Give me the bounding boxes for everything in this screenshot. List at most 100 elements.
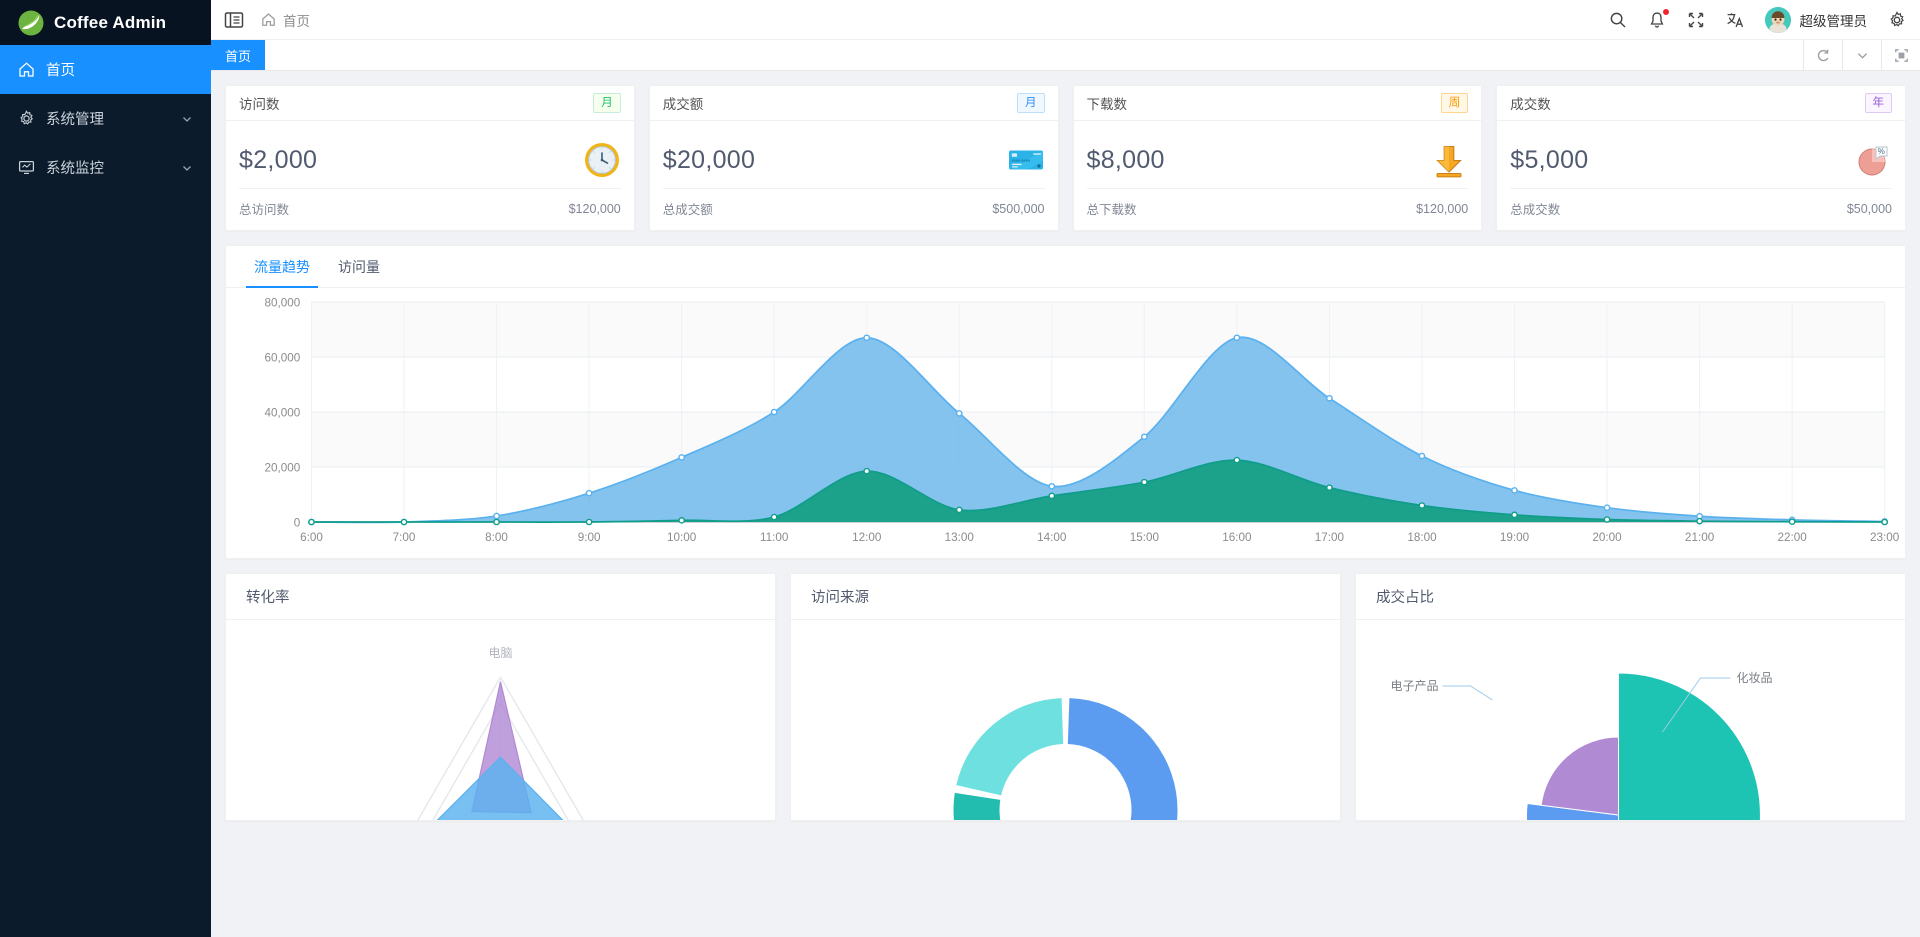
svg-text:10:00: 10:00 [667,531,696,544]
brand-title: Coffee Admin [54,12,167,32]
stat-footer: 总成交数 $50,000 [1510,188,1892,230]
clock-icon [583,141,621,179]
stat-footer: 总成交额 $500,000 [662,188,1045,230]
translate-icon[interactable] [1726,11,1744,29]
download-icon [1430,141,1468,179]
monitor-icon [18,159,35,176]
home-icon[interactable] [261,12,276,27]
user-menu[interactable]: 超级管理员 [1764,6,1868,33]
stat-card-turnover: 成交额 月 $20,000 [648,85,1059,231]
stat-foot-label: 总访问数 [239,203,290,217]
notification-dot [1662,8,1669,15]
menu-fold-icon[interactable] [223,9,245,31]
stat-main-row: $2,000 [239,134,621,186]
svg-text:21:00: 21:00 [1685,531,1714,544]
stat-card-body: $8,000 总下载数 $120,000 [1074,121,1482,230]
stat-title: 下载数 [1086,97,1128,112]
breadcrumb-item[interactable]: 首页 [283,13,310,29]
sidebar-item-home[interactable]: 首页 [0,45,211,94]
deal-share-card: 成交占比 电子产品 化妆品 [1355,573,1906,821]
stat-foot-value: $120,000 [568,201,621,216]
svg-text:15:00: 15:00 [1130,531,1159,544]
spring-leaf-logo-icon [18,10,44,36]
gear-icon[interactable] [1888,10,1906,29]
svg-text:13:00: 13:00 [945,531,974,544]
tabstrip-tools [1803,40,1920,70]
sidebar-item-system-management[interactable]: 系统管理 [0,94,211,143]
svg-text:%: % [1878,147,1885,156]
stat-foot-label: 总成交额 [662,203,713,217]
tab-visits[interactable]: 访问量 [330,246,388,287]
card-title: 转化率 [226,574,775,620]
svg-text:18:00: 18:00 [1407,531,1436,544]
brand-logo[interactable]: Coffee Admin [0,0,211,45]
svg-text:60,000: 60,000 [265,352,301,365]
search-icon[interactable] [1609,11,1627,29]
stat-card-visits: 访问数 月 $2,000 [225,85,635,231]
stat-title: 成交额 [662,97,704,112]
conversion-radar-chart: 电脑耳机充电器 [226,620,775,820]
sidebar-item-system-monitor[interactable]: 系统监控 [0,143,211,192]
trend-tabs: 流量趋势 访问量 [226,246,1905,288]
chevron-down-icon [181,162,193,174]
stat-foot-value: $120,000 [1416,201,1469,216]
svg-text:20,000: 20,000 [265,462,301,475]
svg-text:22:00: 22:00 [1777,531,1806,544]
bell-icon[interactable] [1648,8,1669,29]
gear-icon [18,110,35,127]
svg-text:14:00: 14:00 [1037,531,1066,544]
top-header: 首页 [211,0,1920,40]
svg-text:0: 0 [294,517,301,530]
stat-card-header: 成交额 月 [649,86,1058,121]
svg-text:8:00: 8:00 [485,531,508,544]
fullscreen-box-icon[interactable] [1881,40,1920,70]
svg-text:40,000: 40,000 [265,407,301,420]
bottom-chart-row: 转化率 电脑耳机充电器 访问来源 成交占比 电子产品 化妆品 [225,573,1906,821]
svg-text:6:00: 6:00 [300,531,323,544]
fullscreen-icon[interactable] [1687,11,1705,29]
stat-title: 成交数 [1510,97,1551,112]
svg-text:12:00: 12:00 [852,531,881,544]
credit-card-icon [1007,141,1045,179]
stat-main-row: $20,000 [663,134,1045,186]
svg-text:17:00: 17:00 [1315,531,1344,544]
sidebar-item-label: 系统监控 [46,161,104,177]
stat-value: $5,000 [1510,145,1589,174]
svg-text:19:00: 19:00 [1500,531,1529,544]
stat-foot-value: $50,000 [1846,201,1892,216]
stat-value: $20,000 [662,145,756,174]
stat-foot-label: 总下载数 [1086,203,1137,217]
header-actions: 超级管理员 [1609,6,1907,33]
tab-home[interactable]: 首页 [211,40,266,70]
sidebar-menu: 首页 系统管理 [0,45,211,192]
stat-card-header: 下载数 周 [1073,86,1482,121]
tabstrip-filler [265,40,1803,70]
stat-value: $2,000 [239,145,318,174]
svg-text:电脑: 电脑 [488,646,512,660]
svg-text:9:00: 9:00 [578,531,601,544]
chevron-down-icon[interactable] [1842,40,1881,70]
sidebar: Coffee Admin 首页 系统管理 [0,0,211,937]
visit-source-card: 访问来源 [790,573,1341,821]
card-title: 成交占比 [1356,574,1905,620]
stat-value: $8,000 [1086,145,1165,174]
deal-share-rose-chart: 电子产品 化妆品 [1356,620,1905,820]
svg-text:11:00: 11:00 [760,531,788,544]
status-badge: 年 [1864,93,1892,113]
refresh-icon[interactable] [1803,40,1842,70]
tab-traffic-trend[interactable]: 流量趋势 [246,246,318,288]
traffic-trend-chart: 0 20,000 40,000 60,000 80,000 6:00 7:00 8:00 9:0… [226,288,1905,558]
breadcrumb: 首页 [261,10,310,30]
tab-label: 访问量 [338,258,380,275]
status-badge: 月 [1017,93,1045,113]
svg-text:23:00: 23:00 [1870,531,1899,544]
main-area: 首页 [211,0,1920,937]
stat-card-body: $5,000 % 总成交数 [1497,121,1905,230]
avatar [1764,6,1791,33]
svg-text:16:00: 16:00 [1222,531,1251,544]
tab-label: 流量趋势 [254,258,310,275]
sidebar-item-label: 首页 [46,63,75,79]
stat-card-header: 访问数 月 [226,86,634,121]
user-name: 超级管理员 [1799,13,1868,29]
